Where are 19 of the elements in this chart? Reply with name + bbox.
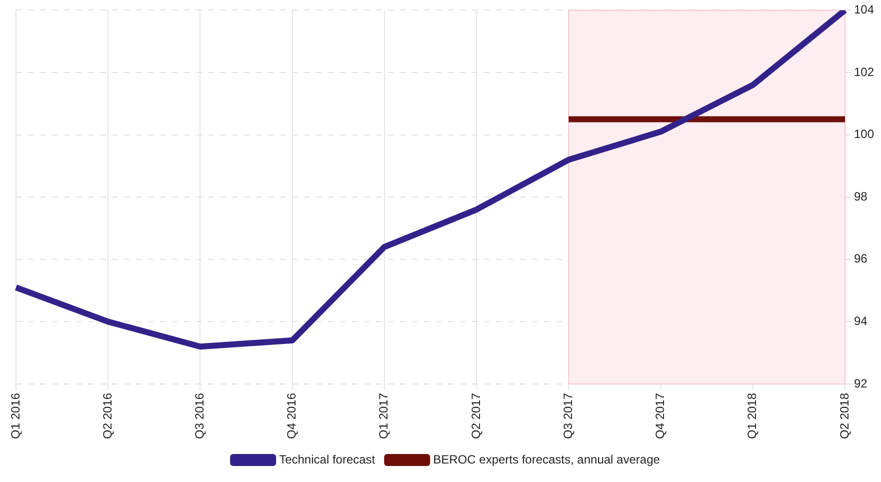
x-tick-label: Q3 2017 (560, 392, 575, 440)
x-tick-label: Q1 2016 (8, 392, 22, 440)
y-tick-label: 92 (854, 376, 868, 390)
y-tick-label: 96 (854, 252, 868, 266)
legend-label: BEROC experts forecasts, annual average (433, 452, 660, 466)
x-tick-label: Q2 2016 (100, 392, 114, 440)
y-tick-label: 102 (854, 64, 874, 79)
y-tick-label: 94 (854, 314, 868, 328)
x-tick-label: Q1 2017 (376, 392, 391, 440)
y-tick-label: 100 (854, 127, 874, 142)
x-tick-label: Q2 2017 (468, 392, 483, 440)
x-tick-label: Q2 2018 (837, 392, 852, 440)
x-tick-label: Q1 2018 (745, 392, 760, 440)
y-tick-label: 98 (854, 189, 868, 204)
legend-label: Technical forecast (279, 452, 376, 466)
x-tick-label: Q3 2016 (192, 392, 207, 440)
x-tick-label: Q4 2016 (284, 392, 299, 440)
y-tick-label: 104 (854, 2, 874, 17)
x-tick-label: Q4 2017 (653, 392, 668, 440)
